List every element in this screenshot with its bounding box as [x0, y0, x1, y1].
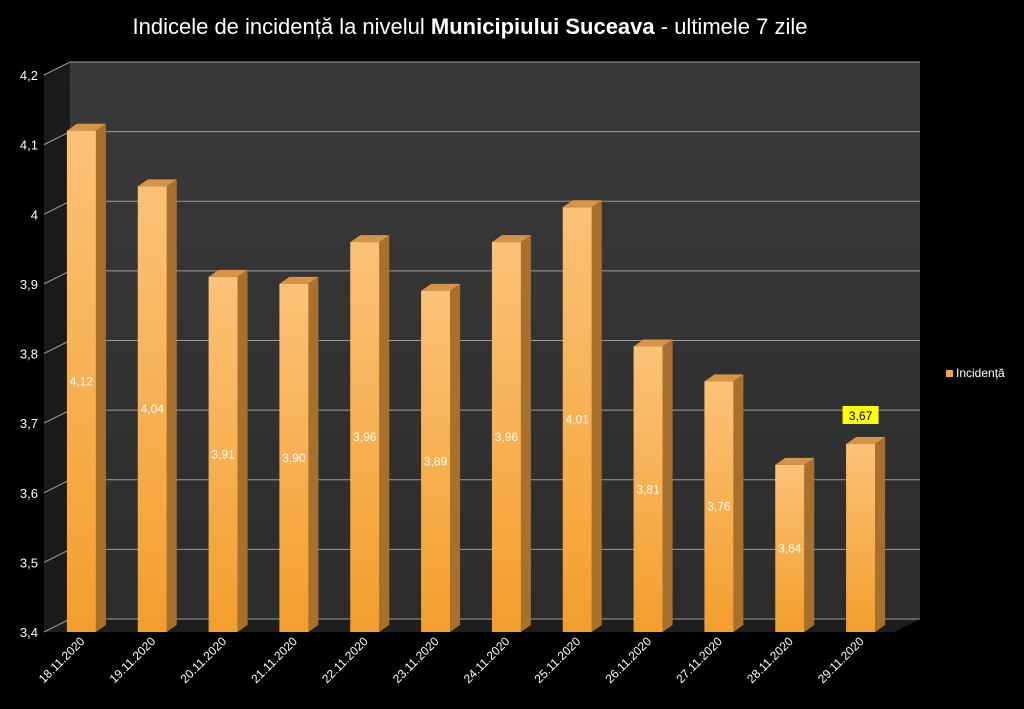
- x-tick-label: 20.11.2020: [177, 634, 229, 686]
- bar-front: [846, 444, 876, 632]
- chart-title-prefix: Indicele de incidență la nivelul: [132, 14, 431, 39]
- bar-front: [704, 381, 734, 632]
- chart-title-bold: Municipiului Suceava: [430, 14, 655, 39]
- bar-side: [450, 283, 461, 632]
- bar: [491, 235, 531, 632]
- bar-front: [633, 346, 663, 632]
- bar-front: [775, 464, 805, 632]
- bar: [208, 269, 248, 632]
- bar-side: [308, 276, 319, 632]
- x-tick-label: 27.11.2020: [673, 634, 725, 686]
- bar-side: [662, 339, 673, 632]
- bar: [66, 123, 106, 632]
- bar-front: [350, 242, 380, 632]
- chart-title-suffix: - ultimele 7 zile: [654, 14, 808, 39]
- bar-front: [208, 276, 238, 632]
- value-label: 3,81: [636, 482, 660, 496]
- x-tick-label: 21.11.2020: [248, 634, 300, 686]
- bar: [633, 339, 673, 632]
- bar-top: [350, 235, 390, 243]
- bar-top: [633, 339, 673, 347]
- value-label: 3,96: [495, 430, 519, 444]
- y-tick-label: 3,5: [20, 555, 38, 570]
- legend-label: Incidență: [956, 366, 1005, 380]
- bar-side: [875, 437, 886, 632]
- y-tick-label: 3,8: [20, 347, 38, 362]
- value-label: 4,04: [141, 402, 165, 416]
- y-tick-label: 4,2: [20, 68, 38, 83]
- y-tick-label: 3,4: [20, 625, 38, 640]
- bar-top: [279, 276, 319, 284]
- bar: [704, 374, 744, 632]
- x-tick-label: 29.11.2020: [815, 634, 867, 686]
- bar-front: [66, 130, 96, 632]
- legend: Incidență: [946, 366, 1005, 380]
- bar-side: [166, 179, 177, 632]
- bar: [775, 457, 815, 632]
- bar-side: [237, 269, 248, 632]
- bar-top: [562, 200, 602, 208]
- x-tick-label: 22.11.2020: [319, 634, 371, 686]
- x-tick-label: 23.11.2020: [390, 634, 442, 686]
- y-tick-label: 3,7: [20, 416, 38, 431]
- plot-floor: [44, 619, 920, 632]
- bar: [137, 179, 177, 632]
- x-tick-label: 28.11.2020: [744, 634, 796, 686]
- bar-front: [421, 290, 451, 632]
- bar-front: [562, 207, 592, 632]
- value-label-highlight-bg: [842, 406, 879, 425]
- bar: [846, 437, 886, 632]
- value-label: 3,76: [707, 500, 731, 514]
- value-label: 3,67: [849, 409, 873, 423]
- x-tick-label: 26.11.2020: [602, 634, 654, 686]
- bar-top: [775, 457, 815, 465]
- x-tick-label: 19.11.2020: [107, 634, 159, 686]
- bar-top: [66, 123, 106, 131]
- legend-swatch: [946, 369, 953, 377]
- bar-side: [804, 457, 815, 632]
- y-tick-label: 4: [31, 207, 38, 222]
- bar-side: [591, 200, 602, 632]
- value-label: 4,01: [566, 413, 590, 427]
- bar-top: [421, 283, 461, 291]
- bar: [279, 276, 319, 632]
- bar-top: [846, 437, 886, 445]
- value-label: 3,89: [424, 454, 448, 468]
- x-tick-label: 24.11.2020: [461, 634, 513, 686]
- chart-title: Indicele de incidență la nivelul Municip…: [0, 14, 940, 40]
- value-label: 3,90: [282, 451, 306, 465]
- y-tick-label: 3,6: [20, 486, 38, 501]
- x-tick-label: 18.11.2020: [36, 634, 88, 686]
- bar-side: [733, 374, 744, 632]
- bar-side: [520, 235, 531, 632]
- y-tick-label: 4,1: [20, 138, 38, 153]
- bar-side: [95, 123, 106, 632]
- value-label: 3,64: [778, 541, 802, 555]
- x-tick-label: 25.11.2020: [532, 634, 584, 686]
- gridline: [43, 61, 920, 76]
- bar: [421, 283, 461, 632]
- bar-top: [704, 374, 744, 382]
- bar-top: [491, 235, 531, 243]
- bar-front: [491, 242, 521, 632]
- bar-side: [379, 235, 390, 632]
- bar-top: [137, 179, 177, 187]
- bar: [350, 235, 390, 632]
- y-tick-label: 3,9: [20, 277, 38, 292]
- bar-front: [279, 283, 309, 632]
- value-label: 4,12: [70, 374, 94, 388]
- bar-front: [137, 186, 167, 632]
- bar-top: [208, 269, 248, 277]
- value-label: 3,91: [211, 447, 235, 461]
- value-label: 3,96: [353, 430, 377, 444]
- bar: [562, 200, 602, 632]
